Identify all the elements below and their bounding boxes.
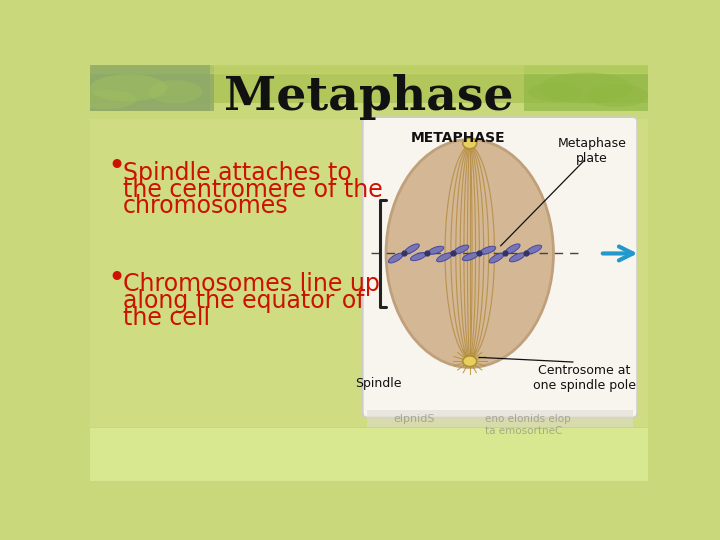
Bar	[90, 65, 214, 111]
Ellipse shape	[462, 253, 478, 261]
Text: Spindle attaches to: Spindle attaches to	[122, 160, 351, 185]
Ellipse shape	[463, 356, 477, 367]
Ellipse shape	[436, 253, 452, 262]
Text: Centrosome at
one spindle pole: Centrosome at one spindle pole	[533, 363, 636, 392]
Text: Metaphase
plate: Metaphase plate	[558, 137, 626, 165]
Ellipse shape	[510, 253, 525, 262]
Text: the centromere of the: the centromere of the	[122, 178, 382, 201]
Text: Metaphase: Metaphase	[224, 74, 514, 120]
Ellipse shape	[90, 75, 168, 102]
Text: METAPHASE: METAPHASE	[411, 131, 505, 145]
Bar	[524, 65, 648, 111]
Ellipse shape	[410, 253, 426, 261]
Text: eno elonids elop
ta emosortneC: eno elonids elop ta emosortneC	[485, 414, 571, 436]
Text: chromosomes: chromosomes	[122, 194, 288, 219]
Ellipse shape	[526, 245, 541, 254]
Ellipse shape	[428, 246, 444, 254]
Text: •: •	[107, 152, 125, 181]
Ellipse shape	[505, 244, 520, 254]
Ellipse shape	[528, 82, 582, 102]
Ellipse shape	[539, 72, 632, 103]
Text: elpnidS: elpnidS	[394, 414, 436, 424]
Bar	[90, 428, 648, 481]
Text: Spindle: Spindle	[355, 377, 402, 390]
Ellipse shape	[454, 245, 469, 254]
Text: •: •	[107, 264, 125, 293]
FancyBboxPatch shape	[363, 117, 637, 417]
Bar	[90, 119, 648, 427]
Ellipse shape	[586, 84, 648, 107]
FancyBboxPatch shape	[90, 65, 210, 111]
Ellipse shape	[463, 138, 477, 148]
Ellipse shape	[74, 90, 137, 109]
Ellipse shape	[386, 139, 554, 367]
Bar	[367, 410, 632, 427]
Text: along the equator of: along the equator of	[122, 289, 364, 313]
Text: Chromosomes line up: Chromosomes line up	[122, 272, 379, 296]
Ellipse shape	[148, 80, 202, 103]
Ellipse shape	[489, 253, 504, 263]
Ellipse shape	[480, 246, 496, 254]
Ellipse shape	[405, 244, 419, 254]
Text: the cell: the cell	[122, 306, 210, 330]
Bar	[90, 65, 648, 103]
Ellipse shape	[388, 253, 403, 263]
